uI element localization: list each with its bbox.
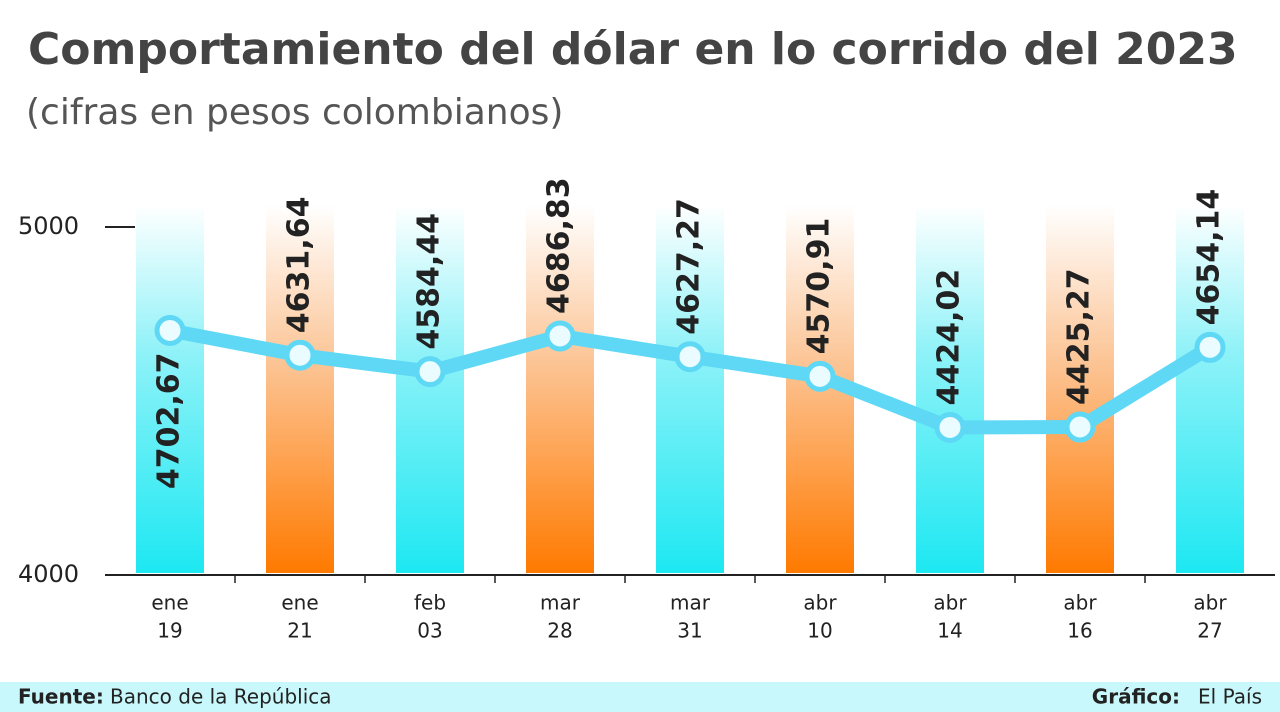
value-label: 4654,14: [1192, 189, 1227, 326]
x-tick-label: abr: [1193, 591, 1227, 615]
value-label: 4425,27: [1062, 268, 1097, 405]
footer-bar: [0, 682, 1280, 712]
point: [674, 341, 706, 373]
value-label: 4631,64: [282, 197, 317, 334]
column-bg: [1046, 205, 1114, 573]
x-tick-label: 31: [677, 619, 702, 643]
x-tick-label: mar: [540, 591, 581, 615]
column-bg: [1176, 205, 1244, 573]
value-label: 4570,91: [802, 218, 837, 355]
value-label: 4686,83: [542, 177, 577, 314]
column-bg: [916, 205, 984, 573]
y-tick-label: 5000: [18, 212, 79, 240]
column-bg: [656, 205, 724, 573]
column-bg: [136, 205, 204, 573]
x-tick-label: ene: [151, 591, 188, 615]
x-tick-label: 21: [287, 619, 312, 643]
x-tick-label: 03: [417, 619, 442, 643]
source-label: Fuente:: [18, 685, 104, 709]
column-bg: [266, 205, 334, 573]
point: [284, 339, 316, 371]
point: [1064, 411, 1096, 443]
x-tick-label: mar: [670, 591, 711, 615]
credit-label: Gráfico:: [1092, 685, 1180, 709]
value-label: 4584,44: [412, 213, 447, 350]
point: [934, 411, 966, 443]
chart-title: Comportamiento del dólar en lo corrido d…: [28, 24, 1238, 75]
point: [544, 320, 576, 352]
x-tick-label: 16: [1067, 619, 1092, 643]
x-tick-label: 14: [937, 619, 962, 643]
source: Banco de la República: [110, 685, 332, 709]
x-tick-label: 19: [157, 619, 182, 643]
point: [414, 356, 446, 388]
x-tick-label: abr: [1063, 591, 1097, 615]
value-label: 4702,67: [152, 352, 187, 489]
point: [804, 360, 836, 392]
value-label: 4627,27: [672, 198, 707, 335]
x-tick-label: 27: [1197, 619, 1222, 643]
chart-subtitle: (cifras en pesos colombianos): [26, 92, 563, 133]
x-tick-label: abr: [933, 591, 967, 615]
credit: El País: [1198, 685, 1262, 709]
x-tick-label: 28: [547, 619, 572, 643]
x-tick-label: 10: [807, 619, 832, 643]
value-label: 4424,02: [932, 269, 967, 406]
y-tick-label: 4000: [18, 560, 79, 588]
point: [1194, 331, 1226, 363]
x-tick-label: abr: [803, 591, 837, 615]
x-tick-label: feb: [414, 591, 446, 615]
x-tick-label: ene: [281, 591, 318, 615]
point: [154, 314, 186, 346]
column-bg: [396, 205, 464, 573]
column-bg: [526, 205, 594, 573]
